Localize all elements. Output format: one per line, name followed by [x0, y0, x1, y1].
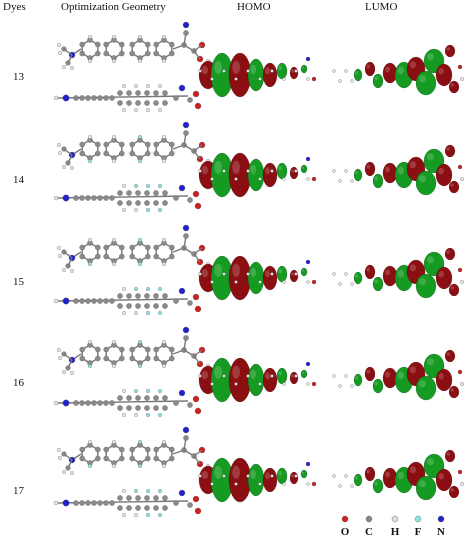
homo-orbital-14 — [198, 152, 317, 198]
dye-label-16: 16 — [13, 377, 24, 389]
molecule-top-view-15 — [57, 224, 210, 273]
molecule-top-view-13 — [57, 21, 210, 70]
homo-orbital-13 — [198, 52, 317, 98]
legend-dot-f — [414, 515, 422, 523]
dye-label-15: 15 — [13, 276, 24, 288]
molecule-side-view-14 — [53, 184, 202, 212]
lumo-orbital-14 — [332, 144, 464, 196]
header-lumo: LUMO — [365, 1, 398, 13]
dye-label-17: 17 — [13, 485, 24, 497]
legend-dot-o — [341, 515, 349, 523]
header-homo: HOMO — [237, 1, 271, 13]
legend-label-n: N — [437, 526, 445, 538]
legend-label-o: O — [340, 526, 350, 538]
dye-label-14: 14 — [13, 174, 24, 186]
lumo-orbital-15 — [332, 247, 464, 299]
legend-dot-n — [437, 515, 445, 523]
molecule-side-view-15 — [53, 287, 202, 315]
molecule-top-view-17 — [57, 426, 210, 475]
lumo-orbital-17 — [332, 449, 464, 501]
lumo-orbital-13 — [332, 44, 464, 96]
homo-orbital-16 — [198, 357, 317, 403]
lumo-orbital-16 — [332, 349, 464, 401]
element-legend — [341, 515, 445, 523]
legend-dot-h — [391, 515, 399, 523]
molecule-side-view-13 — [53, 84, 202, 112]
legend-dot-c — [365, 515, 373, 523]
legend-label-c: C — [365, 526, 373, 538]
header-optimization-geometry: Optimization Geometry — [61, 1, 166, 13]
molecule-top-view-16 — [57, 326, 210, 375]
molecule-side-view-16 — [53, 389, 202, 417]
molecule-side-view-17 — [53, 489, 202, 517]
homo-orbital-15 — [198, 255, 317, 301]
dye-label-13: 13 — [13, 71, 24, 83]
legend-label-h: H — [390, 526, 400, 538]
homo-orbital-17 — [198, 457, 317, 503]
header-dyes: Dyes — [3, 1, 26, 13]
molecule-top-view-14 — [57, 121, 210, 170]
legend-label-f: F — [414, 526, 422, 538]
